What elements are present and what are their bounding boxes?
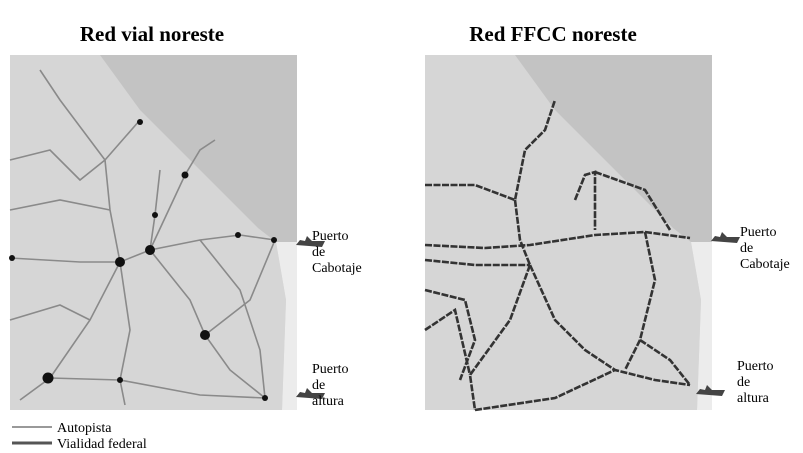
port-label: Puerto <box>312 362 349 377</box>
port-label: de <box>737 375 750 390</box>
port-label: Puerto <box>737 359 774 374</box>
port-label: de <box>312 245 325 260</box>
map-left <box>9 55 297 410</box>
map-title: Red vial noreste <box>80 22 224 46</box>
port-label: altura <box>312 394 345 409</box>
ship-icons <box>296 232 740 399</box>
port-label: Cabotaje <box>740 257 790 272</box>
port-label: altura <box>737 391 770 406</box>
port-label: de <box>740 241 753 256</box>
cities <box>9 119 277 401</box>
coast-water <box>691 242 712 410</box>
port-label: Puerto <box>740 225 777 240</box>
rails <box>424 99 692 412</box>
sea <box>515 55 712 410</box>
sea <box>100 55 297 410</box>
legend-label: Autopista <box>57 421 112 436</box>
port-label: Cabotaje <box>312 261 362 276</box>
map-title: Red FFCC noreste <box>469 22 637 46</box>
port-label: Puerto <box>312 229 349 244</box>
legend-label: Vialidad federal <box>57 437 147 452</box>
coast-water <box>276 242 297 410</box>
map-right <box>424 55 712 412</box>
port-labels: PuertodeCabotajePuertodealturaPuertodeCa… <box>312 225 790 409</box>
port-label: de <box>312 378 325 393</box>
